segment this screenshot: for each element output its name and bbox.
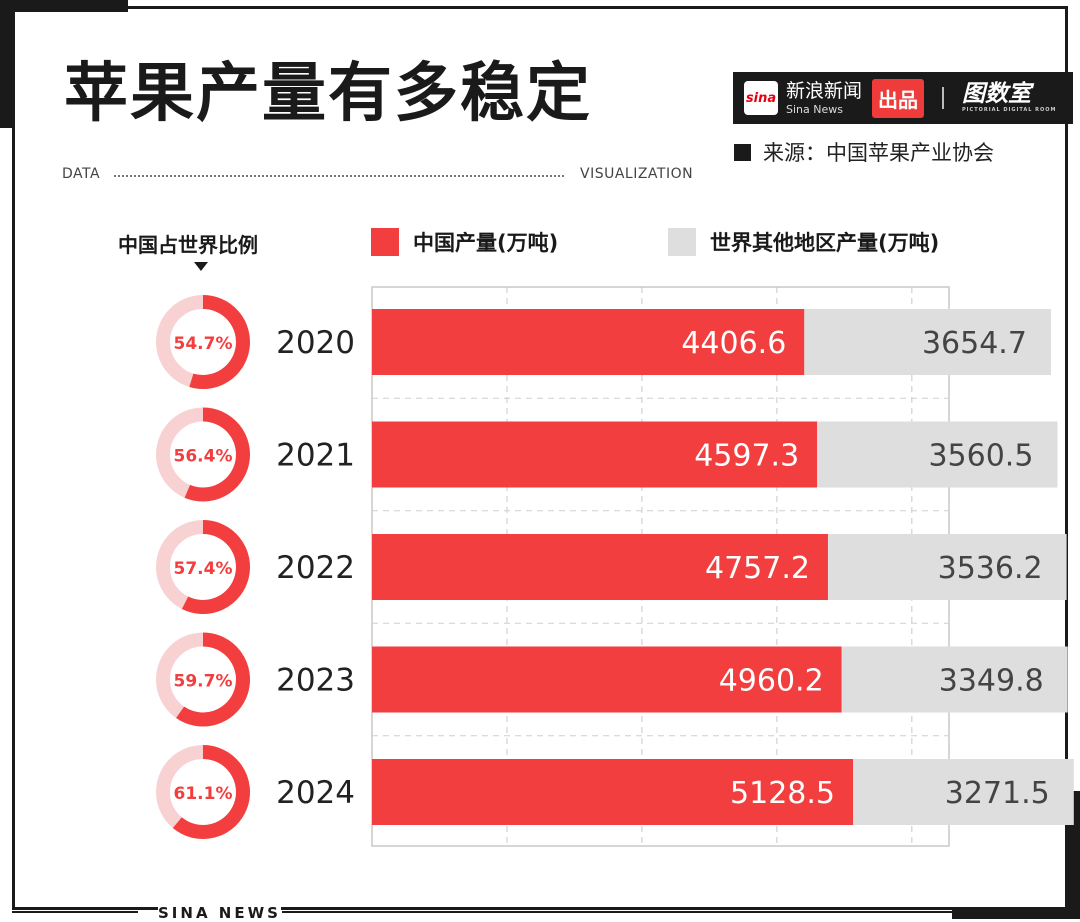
footer-label: SINA NEWS — [158, 904, 281, 922]
footer-line-right — [282, 911, 1068, 913]
partner-logo: 图数室 PICTORIAL DIGITAL ROOM — [962, 83, 1056, 113]
category-label: 2020 — [276, 325, 355, 361]
share-label-value: 54.7% — [174, 334, 233, 354]
brand-name: 新浪新闻 Sina News — [786, 79, 863, 116]
category-label: 2023 — [276, 663, 355, 699]
brand-bar: sina 新浪新闻 Sina News 出品 图数室 PICTORIAL DIG… — [733, 72, 1073, 124]
legend-label-china: 中国产量(万吨) — [413, 231, 559, 255]
category-label: 2024 — [276, 775, 355, 811]
legend-world: 世界其他地区产量(万吨) — [668, 227, 939, 257]
brand-divider — [942, 87, 945, 109]
bar-world — [841, 646, 1068, 713]
share-label: 中国占世界比例 — [118, 233, 258, 257]
triangle-down-icon — [194, 262, 208, 271]
outer-frame — [12, 6, 1068, 910]
dotted-divider — [114, 175, 564, 177]
footer-line-left — [12, 911, 138, 913]
data-label-world: 3536.2 — [938, 551, 1043, 586]
partner-logo-sub: PICTORIAL DIGITAL ROOM — [962, 107, 1057, 113]
bar-world — [827, 534, 1067, 600]
corner-mark — [952, 907, 1080, 919]
visualization-label: VISUALIZATION — [580, 166, 694, 182]
data-label-world: 3271.5 — [945, 776, 1050, 811]
data-label-world: 3654.7 — [922, 326, 1027, 361]
data-label-china: 4406.6 — [681, 326, 786, 361]
data-label: DATA — [62, 166, 101, 182]
share-ring-value — [176, 632, 250, 727]
category-label: 2022 — [276, 550, 355, 586]
brand-pill: 出品 — [872, 78, 925, 118]
share-label-value: 56.4% — [174, 447, 233, 467]
share-label-value: 59.7% — [174, 672, 233, 692]
corner-mark — [0, 0, 12, 128]
legend-label-world: 世界其他地区产量(万吨) — [710, 231, 940, 255]
share-ring-value — [172, 745, 250, 839]
share-label-value: 61.1% — [174, 784, 233, 804]
category-label: 2021 — [276, 438, 355, 474]
bar-world — [804, 309, 1051, 375]
data-label-world: 3349.8 — [939, 664, 1044, 699]
square-bullet-icon — [734, 143, 751, 161]
data-label-china: 4757.2 — [705, 551, 810, 586]
data-label-china: 5128.5 — [730, 776, 835, 811]
bar-world — [853, 759, 1074, 825]
bar-china — [372, 646, 842, 713]
bar-world — [817, 421, 1058, 488]
legend-china: 中国产量(万吨) — [371, 227, 558, 257]
brand-name-cn: 新浪新闻 — [786, 79, 863, 102]
bar-china — [372, 309, 805, 375]
bar-china — [372, 534, 828, 600]
bar-china — [372, 759, 854, 825]
corner-mark — [0, 0, 128, 12]
legend-swatch-world — [668, 228, 696, 256]
source-note: 来源：中国苹果产业协会 — [734, 137, 994, 167]
source-text: 来源：中国苹果产业协会 — [763, 141, 994, 165]
share-label-value: 57.4% — [174, 559, 233, 579]
data-label-china: 4960.2 — [719, 664, 824, 699]
bar-china — [372, 421, 818, 488]
brand-name-en: Sina News — [786, 102, 843, 116]
data-label-china: 4597.3 — [694, 439, 799, 474]
share-ring-value — [181, 520, 250, 614]
share-ring-value — [189, 295, 250, 389]
partner-logo-text: 图数室 — [962, 81, 1032, 107]
share-ring-value — [184, 407, 250, 502]
legend-swatch-china — [371, 228, 399, 256]
sina-logo-icon: sina — [744, 81, 778, 115]
data-label-world: 3560.5 — [928, 439, 1033, 474]
page-title: 苹果产量有多稳定 — [64, 57, 592, 131]
